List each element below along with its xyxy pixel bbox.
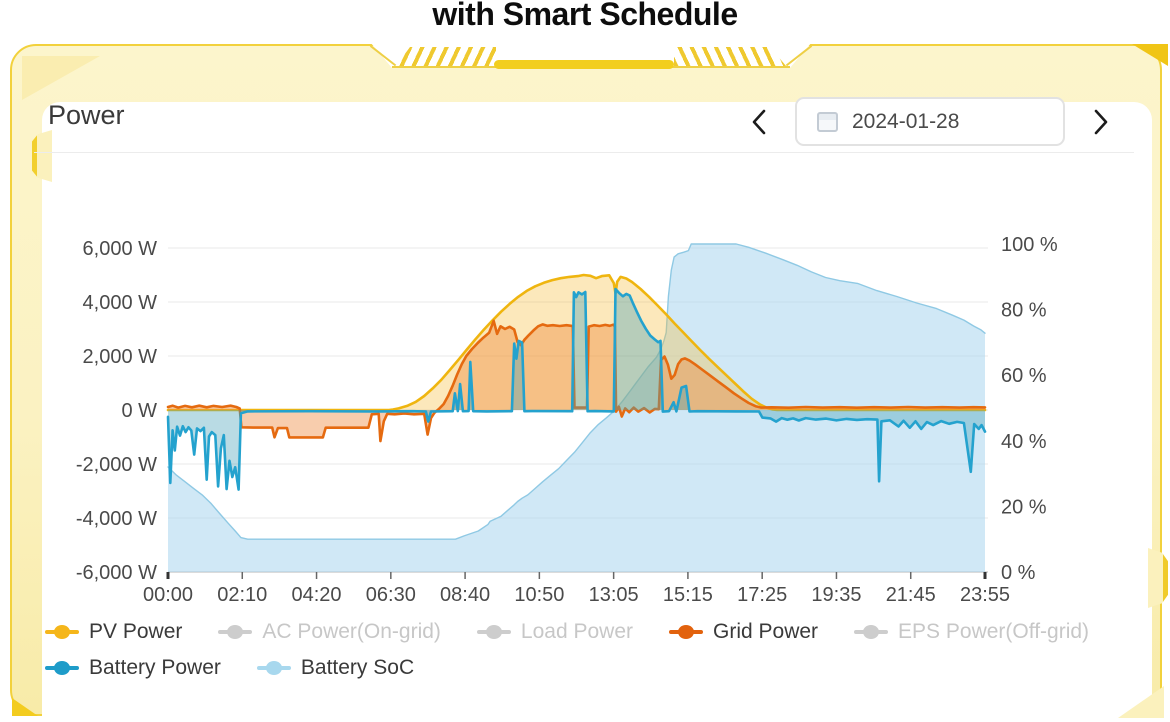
chevron-left-icon (752, 109, 766, 135)
legend-item-battery-power[interactable]: Battery Power (45, 656, 221, 680)
y-left-tick-label: 0 W (121, 400, 157, 422)
legend-label: PV Power (89, 620, 183, 643)
x-tick-label: 19:35 (811, 584, 861, 606)
legend-item-ac-power-on-grid-[interactable]: AC Power(On-grid) (218, 620, 441, 644)
series-line-battery-power (166, 287, 987, 491)
frame-side-tab-right (1148, 548, 1168, 608)
x-tick-label: 13:05 (589, 584, 639, 606)
y-right-tick-label: 80 % (1001, 300, 1047, 322)
x-tick-label: 04:20 (292, 584, 342, 606)
x-tick-label: 06:30 (366, 584, 416, 606)
x-tick-label: 15:15 (663, 584, 713, 606)
legend-marker-eps-power-off-grid- (854, 625, 889, 639)
y-right-tick-label: 60 % (1001, 365, 1047, 387)
x-tick-label: 00:00 (143, 584, 193, 606)
prev-day-button[interactable] (742, 102, 776, 142)
y-left-tick-label: 6,000 W (83, 238, 158, 260)
chevron-right-icon (1094, 109, 1108, 135)
series-line-grid-power (166, 319, 987, 443)
y-left-tick-label: 4,000 W (83, 292, 158, 314)
legend-marker-grid-power (669, 625, 703, 639)
header-divider (34, 152, 1134, 153)
series-area-battery-power (168, 289, 985, 490)
y-left-tick-label: -2,000 W (76, 454, 157, 476)
x-tick-label: 08:40 (440, 584, 490, 606)
hazard-stripes-left (396, 47, 496, 66)
date-input[interactable]: 2024-01-28 (795, 97, 1065, 146)
legend-item-pv-power[interactable]: PV Power (45, 620, 182, 644)
legend-item-load-power[interactable]: Load Power (476, 620, 633, 644)
y-left-tick-label: -6,000 W (76, 562, 157, 584)
y-left-tick-label: -4,000 W (76, 508, 157, 530)
y-left-tick-label: 2,000 W (83, 346, 158, 368)
x-tick-label: 02:10 (217, 584, 267, 606)
series-line-pv-power (166, 273, 987, 412)
legend-marker-ac-power-on-grid- (218, 625, 253, 639)
legend-marker-battery-power (45, 661, 79, 675)
x-tick-label: 17:25 (737, 584, 787, 606)
chart-legend: PV Power AC Power(On-grid) Load Power Grid … (45, 620, 1143, 680)
chart-heading: Power (48, 100, 125, 130)
next-day-button[interactable] (1084, 102, 1118, 142)
hazard-stripes-right (674, 47, 786, 66)
legend-label: Grid Power (713, 620, 819, 643)
y-right-tick-label: 100 % (1001, 234, 1058, 256)
series-area-pv-power (168, 275, 985, 410)
page-title: with Smart Schedule (432, 0, 738, 32)
series-area-battery-soc (168, 244, 985, 572)
date-value: 2024-01-28 (852, 109, 960, 133)
legend-label: Battery SoC (300, 656, 415, 679)
legend-item-battery-soc[interactable]: Battery SoC (256, 656, 415, 680)
legend-item-grid-power[interactable]: Grid Power (669, 620, 818, 644)
legend-marker-battery-soc (256, 661, 291, 675)
legend-item-eps-power-off-grid-[interactable]: EPS Power(Off-grid) (854, 620, 1089, 644)
legend-label: Battery Power (89, 656, 221, 679)
calendar-icon (817, 111, 838, 132)
y-right-tick-label: 40 % (1001, 431, 1047, 453)
legend-marker-load-power (476, 625, 511, 639)
x-tick-label: 21:45 (886, 584, 936, 606)
legend-marker-pv-power (45, 625, 79, 639)
x-tick-label: 10:50 (514, 584, 564, 606)
legend-label: Load Power (520, 620, 633, 643)
y-right-tick-label: 20 % (1001, 496, 1047, 518)
x-tick-label: 23:55 (960, 584, 1010, 606)
legend-label: AC Power(On-grid) (262, 620, 441, 643)
frame-center-bar (494, 60, 674, 69)
legend-label: EPS Power(Off-grid) (898, 620, 1090, 643)
frame-side-tab-left (32, 130, 52, 182)
y-right-tick-label: 0 % (1001, 562, 1036, 584)
